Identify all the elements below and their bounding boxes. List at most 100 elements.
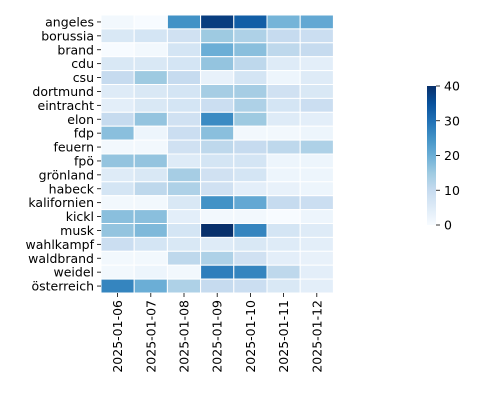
heatmap-cell xyxy=(233,139,268,155)
heatmap-cell xyxy=(133,56,168,72)
heatmap-cell xyxy=(200,167,235,183)
x-tick-label: 2025-01-12 xyxy=(309,300,324,373)
heatmap-cell xyxy=(100,70,135,85)
heatmap-cell xyxy=(166,223,202,238)
heatmap-cell xyxy=(266,236,301,252)
heatmap-cell xyxy=(100,153,135,169)
heatmap-cell xyxy=(133,278,168,294)
heatmap-cell xyxy=(166,125,202,141)
heatmap-cell xyxy=(200,181,235,197)
heatmap-cell xyxy=(266,250,301,266)
heatmap-cell xyxy=(233,84,268,99)
heatmap-cell xyxy=(233,111,268,127)
heatmap-cell xyxy=(299,56,334,72)
heatmap-cell xyxy=(233,209,268,225)
x-tick-label: 2025-01-06 xyxy=(110,300,125,373)
heatmap-cell xyxy=(100,236,135,252)
heatmap-cell xyxy=(299,125,334,141)
heatmap-cell xyxy=(133,181,168,197)
heatmap-cell xyxy=(299,278,334,294)
colorbar-tick-label: 30 xyxy=(444,113,460,128)
heatmap-cell xyxy=(166,278,202,294)
colorbar-tick-label: 20 xyxy=(444,148,460,163)
heatmap-cell xyxy=(100,181,135,197)
y-tick-label: österreich xyxy=(32,279,95,294)
heatmap-cell xyxy=(233,56,268,72)
heatmap-cell xyxy=(200,139,235,155)
heatmap-cell xyxy=(266,167,301,183)
heatmap-cell xyxy=(133,84,168,99)
heatmap-cell xyxy=(233,264,268,280)
heatmap-cell xyxy=(233,28,268,44)
heatmap-cell xyxy=(133,111,168,127)
x-tick-label: 2025-01-09 xyxy=(210,300,225,373)
heatmap-cell xyxy=(100,97,135,113)
heatmap-cell xyxy=(266,209,301,225)
x-tick-labels: 2025-01-06 2025-01-07 2025-01-08 2025-01-09… xyxy=(110,293,324,373)
heatmap-cell xyxy=(299,209,334,225)
heatmap-cell xyxy=(200,209,235,225)
heatmap-cell xyxy=(166,111,202,127)
heatmap-cell xyxy=(200,250,235,266)
heatmap-cell xyxy=(166,28,202,44)
heatmap-cell xyxy=(166,14,202,30)
heatmap-cell xyxy=(100,264,135,280)
heatmap-cell xyxy=(200,111,235,127)
heatmap-cell xyxy=(100,42,135,58)
colorbar: 0 10 20 30 40 xyxy=(427,79,460,233)
colorbar-gradient xyxy=(427,86,436,225)
y-tick-label: waldbrand xyxy=(28,251,94,266)
y-tick-label: brand xyxy=(57,42,94,57)
heatmap-cell xyxy=(100,28,135,44)
heatmap-cell xyxy=(133,153,168,169)
heatmap-cell xyxy=(266,111,301,127)
heatmap-cell xyxy=(133,139,168,155)
heatmap-cell xyxy=(200,14,235,30)
heatmap-cell xyxy=(100,250,135,266)
heatmap-cell xyxy=(233,125,268,141)
heatmap-cell xyxy=(233,167,268,183)
heatmap-cell xyxy=(200,42,235,58)
heatmap-cell xyxy=(133,209,168,225)
heatmap-cell xyxy=(133,42,168,58)
heatmap-cell xyxy=(133,195,168,211)
heatmap-cell xyxy=(100,111,135,127)
heatmap-cells xyxy=(100,14,334,294)
heatmap-cell xyxy=(200,223,235,238)
heatmap-cell xyxy=(233,14,268,30)
heatmap-cell xyxy=(266,139,301,155)
heatmap-cell xyxy=(166,195,202,211)
heatmap-cell xyxy=(299,264,334,280)
y-tick-label: kickl xyxy=(66,209,94,224)
heatmap-cell xyxy=(166,250,202,266)
colorbar-tick-label: 40 xyxy=(444,79,460,94)
x-tick-label: 2025-01-07 xyxy=(143,300,158,373)
heatmap-cell xyxy=(233,70,268,85)
heatmap-cell xyxy=(266,264,301,280)
heatmap-cell xyxy=(133,167,168,183)
heatmap-cell xyxy=(166,84,202,99)
y-tick-label: fdp xyxy=(74,126,94,141)
heatmap-cell xyxy=(266,84,301,99)
heatmap-cell xyxy=(166,97,202,113)
heatmap-cell xyxy=(266,195,301,211)
heatmap-cell xyxy=(266,153,301,169)
heatmap-cell xyxy=(200,125,235,141)
y-tick-label: angeles xyxy=(45,14,94,29)
heatmap-cell xyxy=(200,84,235,99)
heatmap-cell xyxy=(100,84,135,99)
y-tick-label: weidel xyxy=(54,265,95,280)
heatmap-cell xyxy=(100,56,135,72)
heatmap-cell xyxy=(233,223,268,238)
heatmap-cell xyxy=(200,153,235,169)
heatmap-cell xyxy=(100,209,135,225)
heatmap-cell xyxy=(200,28,235,44)
heatmap-cell xyxy=(166,70,202,85)
y-tick-label: borussia xyxy=(41,28,94,43)
heatmap-cell xyxy=(166,181,202,197)
heatmap-cell xyxy=(166,209,202,225)
heatmap-cell xyxy=(266,97,301,113)
x-tick-label: 2025-01-11 xyxy=(276,300,291,373)
heatmap-cell xyxy=(233,42,268,58)
heatmap-cell xyxy=(266,28,301,44)
